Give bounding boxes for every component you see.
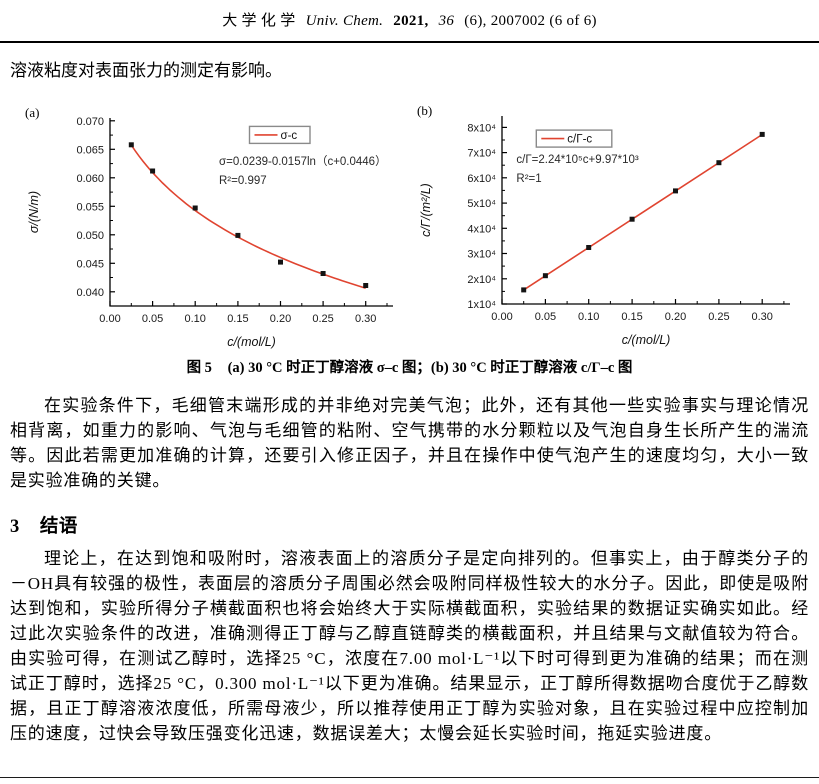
footer-divider [0,777,819,778]
svg-text:0.20: 0.20 [270,313,291,325]
svg-text:0.25: 0.25 [312,313,333,325]
svg-text:0.070: 0.070 [76,116,104,128]
svg-text:(b): (b) [417,103,432,118]
svg-text:0.05: 0.05 [142,313,163,325]
svg-text:0.050: 0.050 [76,230,104,242]
figure-caption: 图 5 (a) 30 °C 时正丁醇溶液 σ–c 图；(b) 30 °C 时正丁… [0,356,819,377]
header-divider [0,41,819,43]
journal-year: 2021, [393,13,429,29]
svg-text:σ=0.0239-0.0157ln（c+0.0446）: σ=0.0239-0.0157ln（c+0.0446） [219,155,387,168]
svg-text:0.05: 0.05 [535,311,556,323]
svg-text:0.15: 0.15 [227,313,248,325]
journal-title-en: Univ. Chem. [305,13,384,29]
svg-text:0.040: 0.040 [76,287,104,299]
svg-text:c/Γ/(m²/L): c/Γ/(m²/L) [419,183,433,237]
figure-5: 0.040 0.045 0.050 0.055 0.060 0.065 0.070 0.00 0… [0,96,819,358]
svg-text:0.065: 0.065 [76,144,104,156]
section-heading-conclusion: 3 结语 [10,512,78,538]
svg-text:0.15: 0.15 [621,311,642,323]
svg-text:1x10⁴: 1x10⁴ [467,299,496,311]
svg-text:(a): (a) [25,105,39,120]
svg-text:7x10⁴: 7x10⁴ [467,148,496,160]
chart-sigma-c: 0.040 0.045 0.050 0.055 0.060 0.065 0.070 0.00 0… [25,105,393,349]
journal-volume: 36 [438,13,455,29]
svg-text:0.30: 0.30 [751,311,772,323]
section-title: 结语 [39,517,78,537]
chart-c-gamma-c: 1x10⁴ 2x10⁴ 3x10⁴ 4x10⁴ 5x10⁴ 6x10⁴ 7x10⁴ 8x10⁴… [417,103,790,347]
svg-text:8x10⁴: 8x10⁴ [467,122,496,134]
svg-text:0.060: 0.060 [76,173,104,185]
svg-text:0.10: 0.10 [184,313,205,325]
journal-title-cn: 大 学 化 学 [222,13,296,29]
svg-text:c/(mol/L): c/(mol/L) [227,335,276,349]
intro-sentence: 溶液粘度对表面张力的测定有影响。 [10,61,282,80]
svg-text:c/Γ-c: c/Γ-c [567,134,592,146]
journal-issue-pages: (6), 2007002 (6 of 6) [464,13,597,29]
svg-text:6x10⁴: 6x10⁴ [467,173,496,185]
paragraph-experiment-discussion: 在实验条件下，毛细管末端形成的并非绝对完美气泡；此外，还有其他一些实验事实与理论… [10,396,809,490]
svg-text:0.20: 0.20 [665,311,686,323]
svg-text:σ/(N/m): σ/(N/m) [27,191,41,233]
svg-text:c/(mol/L): c/(mol/L) [622,333,671,347]
svg-text:0.30: 0.30 [355,313,376,325]
figure-caption-text: (a) 30 °C 时正丁醇溶液 σ–c 图；(b) 30 °C 时正丁醇溶液 … [227,360,633,376]
svg-text:2x10⁴: 2x10⁴ [467,274,496,286]
svg-text:0.00: 0.00 [491,311,512,323]
figure-caption-label: 图 5 [186,360,212,376]
svg-text:R²=1: R²=1 [516,173,541,185]
svg-text:4x10⁴: 4x10⁴ [467,223,496,235]
svg-text:R²=0.997: R²=0.997 [219,175,267,187]
svg-text:0.10: 0.10 [578,311,599,323]
section-number: 3 [10,517,20,537]
svg-text:0.25: 0.25 [708,311,729,323]
svg-text:c/Γ=2.24*10⁵c+9.97*10³: c/Γ=2.24*10⁵c+9.97*10³ [516,154,639,166]
svg-text:5x10⁴: 5x10⁴ [467,198,496,210]
svg-text:0.045: 0.045 [76,258,104,270]
svg-text:3x10⁴: 3x10⁴ [467,249,496,261]
paragraph-conclusion: 理论上，在达到饱和吸附时，溶液表面上的溶质分子是定向排列的。但事实上，由于醇类分… [10,549,809,743]
journal-header: 大 学 化 学 Univ. Chem. 2021, 36 (6), 200700… [0,9,819,30]
svg-text:0.055: 0.055 [76,201,104,213]
svg-text:0.00: 0.00 [99,313,120,325]
svg-text:σ-c: σ-c [281,130,298,142]
